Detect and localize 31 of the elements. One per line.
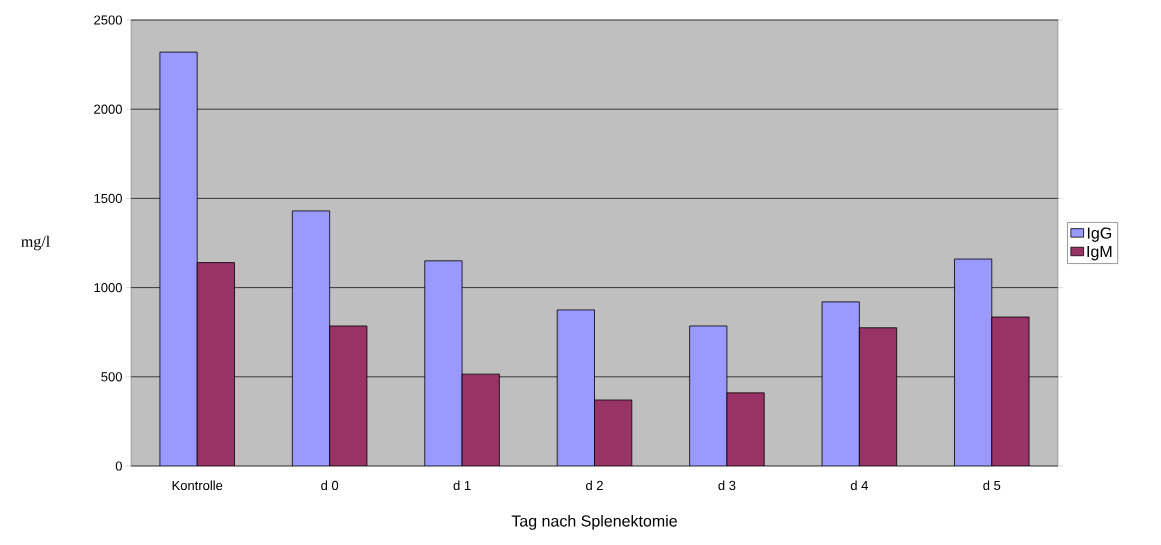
bar xyxy=(461,373,500,466)
bar xyxy=(858,327,898,466)
y-tick-label: 1000 xyxy=(94,283,122,293)
bar xyxy=(689,325,728,466)
x-tick-label: d 2 xyxy=(586,480,603,491)
bar xyxy=(726,392,765,466)
y-tick-label: 0 xyxy=(115,461,122,471)
bar xyxy=(196,262,235,466)
y-tick-label: 500 xyxy=(101,372,122,382)
y-tick-label: 2000 xyxy=(94,104,122,114)
legend-label: IgG xyxy=(1087,227,1112,242)
bar xyxy=(954,258,993,466)
x-tick-label: Kontrolle xyxy=(172,480,223,491)
bar xyxy=(556,309,595,466)
x-tick-label: d 3 xyxy=(718,480,736,491)
bar xyxy=(424,260,463,466)
bar xyxy=(329,325,368,466)
x-axis-title: Tag nach Splenektomie xyxy=(511,514,677,530)
bar xyxy=(159,51,198,466)
y-axis-title: mg/l xyxy=(21,235,50,251)
x-tick-label: d 0 xyxy=(321,480,339,491)
x-tick-label: d 1 xyxy=(453,480,471,491)
bar xyxy=(821,301,860,466)
y-tick-label: 1500 xyxy=(94,193,122,203)
bar xyxy=(991,316,1030,466)
y-tick-label: 2500 xyxy=(94,15,122,25)
x-tick-label: d 4 xyxy=(850,480,868,491)
legend-label: IgM xyxy=(1087,246,1112,261)
bar xyxy=(291,210,331,466)
bar xyxy=(594,399,633,466)
x-tick-label: d 5 xyxy=(983,480,1001,491)
